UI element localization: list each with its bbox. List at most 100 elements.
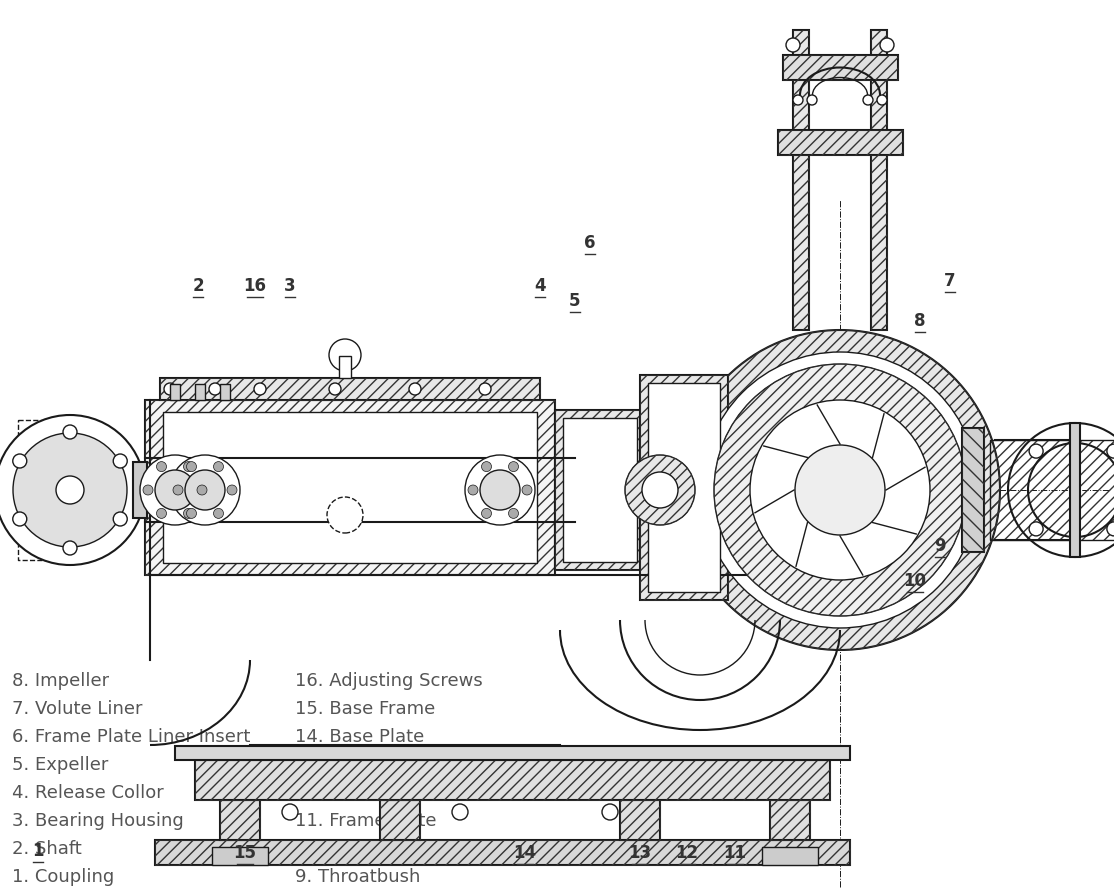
Text: 4. Release Collor: 4. Release Collor (12, 784, 164, 802)
Bar (160, 378, 540, 400)
Circle shape (156, 462, 166, 472)
Bar (133, 462, 147, 518)
Circle shape (877, 95, 887, 105)
Circle shape (114, 512, 127, 526)
Bar (648, 383, 720, 592)
Text: 13. Lantern Ring: 13. Lantern Ring (295, 756, 444, 774)
Bar (563, 418, 637, 562)
Bar (160, 378, 540, 400)
Text: 2. Shaft: 2. Shaft (12, 840, 81, 858)
Text: 14. Base Plate: 14. Base Plate (295, 728, 424, 746)
Circle shape (863, 95, 873, 105)
Bar (783, 55, 898, 80)
Bar (770, 800, 810, 840)
Circle shape (880, 38, 895, 52)
Text: 15. Base Frame: 15. Base Frame (295, 700, 436, 718)
Circle shape (63, 425, 77, 439)
Circle shape (481, 508, 491, 518)
Text: 8. Impeller: 8. Impeller (12, 672, 109, 690)
Circle shape (642, 472, 678, 508)
Text: 6: 6 (584, 234, 596, 252)
Circle shape (793, 95, 803, 105)
Circle shape (12, 512, 27, 526)
Bar (778, 130, 903, 155)
Circle shape (1029, 444, 1043, 458)
Bar (962, 428, 984, 552)
Circle shape (184, 462, 194, 472)
Text: 2: 2 (193, 277, 204, 295)
Circle shape (254, 383, 266, 395)
Circle shape (329, 383, 341, 395)
Bar (175, 746, 850, 760)
Text: 9. Throatbush: 9. Throatbush (295, 868, 420, 886)
Circle shape (56, 476, 84, 504)
Text: 16: 16 (244, 277, 266, 295)
Text: 1: 1 (32, 842, 43, 860)
Text: 7. Volute Liner: 7. Volute Liner (12, 700, 143, 718)
Circle shape (282, 804, 299, 820)
Circle shape (114, 454, 127, 468)
Text: 1. Coupling: 1. Coupling (12, 868, 115, 886)
Circle shape (481, 462, 491, 472)
Circle shape (795, 445, 885, 535)
Circle shape (1107, 444, 1114, 458)
Circle shape (1029, 522, 1043, 536)
Bar (620, 800, 659, 840)
Bar (555, 410, 645, 570)
Bar (170, 384, 180, 400)
Circle shape (480, 470, 520, 510)
Circle shape (209, 383, 221, 395)
Bar (155, 840, 850, 865)
Circle shape (214, 508, 224, 518)
Circle shape (1107, 522, 1114, 536)
Bar (1071, 423, 1079, 557)
Text: 9: 9 (935, 537, 946, 555)
Bar (793, 30, 809, 330)
Bar (195, 760, 830, 800)
Text: 7: 7 (945, 272, 956, 290)
Circle shape (184, 508, 194, 518)
Bar (641, 375, 729, 600)
Text: 3. Bearing Housing: 3. Bearing Housing (12, 812, 184, 830)
Text: 3: 3 (284, 277, 296, 295)
Circle shape (155, 470, 195, 510)
Circle shape (227, 485, 237, 495)
Circle shape (807, 95, 817, 105)
Circle shape (12, 454, 27, 468)
Text: 12: 12 (675, 844, 698, 862)
Bar (219, 800, 260, 840)
Circle shape (625, 455, 695, 525)
Circle shape (197, 485, 207, 495)
Circle shape (750, 400, 930, 580)
Text: 5: 5 (569, 292, 580, 310)
Text: 11: 11 (723, 844, 746, 862)
Circle shape (328, 497, 363, 533)
Bar (339, 356, 351, 378)
Circle shape (702, 352, 978, 628)
Bar (783, 55, 898, 80)
Bar (871, 30, 887, 330)
Circle shape (0, 415, 145, 565)
Circle shape (680, 330, 1000, 650)
Text: 4: 4 (535, 277, 546, 295)
Bar (778, 130, 903, 155)
Circle shape (508, 508, 518, 518)
Bar (990, 440, 1114, 540)
Circle shape (468, 485, 478, 495)
Circle shape (214, 462, 224, 472)
Bar (793, 30, 809, 330)
Circle shape (186, 462, 196, 472)
Circle shape (714, 364, 966, 616)
Circle shape (602, 804, 618, 820)
Circle shape (13, 433, 127, 547)
Text: 6. Frame Plate Liner Insert: 6. Frame Plate Liner Insert (12, 728, 251, 746)
Circle shape (140, 455, 211, 525)
Bar (762, 847, 818, 865)
Bar (990, 440, 1114, 540)
Circle shape (409, 383, 421, 395)
Text: 12. Stuffing Box: 12. Stuffing Box (295, 784, 439, 802)
Circle shape (786, 38, 800, 52)
Circle shape (63, 541, 77, 555)
Circle shape (508, 462, 518, 472)
Circle shape (186, 508, 196, 518)
